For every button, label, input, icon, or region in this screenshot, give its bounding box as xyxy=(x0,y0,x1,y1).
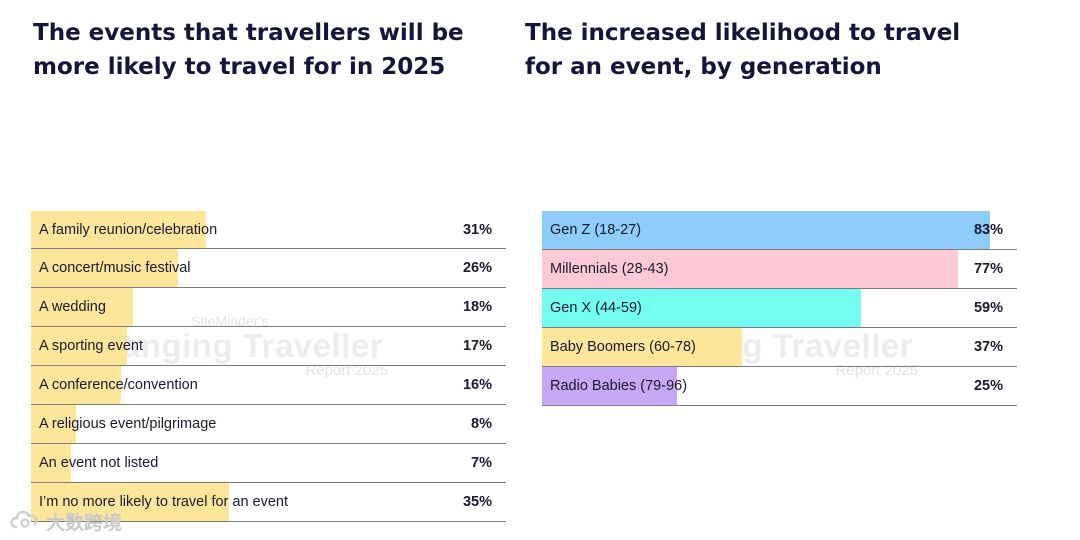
bar xyxy=(542,289,861,327)
bar-row: Gen Z (18-27) 83% xyxy=(542,211,1017,250)
bar xyxy=(31,288,133,326)
corner-logo-text: 大数跨境 xyxy=(46,513,123,534)
bar-row: A concert/music festival 26% xyxy=(31,249,506,288)
bar xyxy=(542,328,742,366)
bar-label: A conference/convention xyxy=(39,377,198,393)
bar-row: A sporting event 17% xyxy=(31,327,506,366)
generation-bar-chart: Gen Z (18-27) 83% Millennials (28-43) 77% Ge… xyxy=(542,211,1017,406)
bar-label: Millennials (28-43) xyxy=(550,261,669,277)
bar-value-label: 83% xyxy=(973,222,1003,238)
bar-row: Gen X (44-59) 59% xyxy=(542,289,1017,328)
bar-row: A family reunion/celebration 31% xyxy=(31,211,506,249)
bar-label: A wedding xyxy=(39,299,106,315)
bar-label: I’m no more likely to travel for an even… xyxy=(39,494,289,510)
bar-label: A sporting event xyxy=(39,338,143,354)
bar xyxy=(31,366,122,404)
bar-row: Millennials (28-43) 77% xyxy=(542,250,1017,289)
bar-value-label: 31% xyxy=(462,222,492,238)
bar-label: Gen Z (18-27) xyxy=(550,222,642,238)
bar xyxy=(31,483,229,521)
bar-value-label: 37% xyxy=(973,339,1003,355)
chart-title-events: The events that travellers will be more … xyxy=(33,20,464,80)
bar-value-label: 18% xyxy=(462,299,492,315)
events-bar-chart: A family reunion/celebration 31% A concert… xyxy=(31,211,506,522)
bar-label: A family reunion/celebration xyxy=(39,222,218,238)
bar-value-label: 25% xyxy=(973,378,1003,394)
bar-row: Radio Babies (79-96) 25% xyxy=(542,367,1017,406)
bar-row: A religious event/pilgrimage 8% xyxy=(31,405,506,444)
bar-row: I’m no more likely to travel for an even… xyxy=(31,483,506,522)
bar-row: Baby Boomers (60-78) 37% xyxy=(542,328,1017,367)
bar-row: A conference/convention 16% xyxy=(31,366,506,405)
bar-label: Radio Babies (79-96) xyxy=(550,378,688,394)
bar xyxy=(31,327,128,365)
bar xyxy=(31,444,71,482)
bar-value-label: 17% xyxy=(462,338,492,354)
bar-label: A concert/music festival xyxy=(39,260,191,276)
corner-logo: 大数跨境 xyxy=(8,505,148,535)
bar xyxy=(31,249,178,287)
bar xyxy=(31,405,77,443)
bar-value-label: 16% xyxy=(462,377,492,393)
bar-value-label: 59% xyxy=(973,300,1003,316)
bar-value-label: 8% xyxy=(471,416,492,432)
bar-label: Baby Boomers (60-78) xyxy=(550,339,696,355)
bar-row: An event not listed 7% xyxy=(31,444,506,483)
bar xyxy=(31,211,207,248)
bar-label: A religious event/pilgrimage xyxy=(39,416,217,432)
bar-value-label: 77% xyxy=(973,261,1003,277)
bar-row: A wedding 18% xyxy=(31,288,506,327)
bar-value-label: 26% xyxy=(462,260,492,276)
bar xyxy=(542,211,991,249)
cloud-swirl-icon xyxy=(10,510,38,529)
bar xyxy=(542,367,677,405)
bar-value-label: 35% xyxy=(462,494,492,510)
chart-title-generation: The increased likelihood to travel for a… xyxy=(525,20,961,80)
bar-label: An event not listed xyxy=(39,455,159,471)
bar-label: Gen X (44-59) xyxy=(550,300,642,316)
bar xyxy=(542,250,958,288)
bar-value-label: 7% xyxy=(471,455,492,471)
